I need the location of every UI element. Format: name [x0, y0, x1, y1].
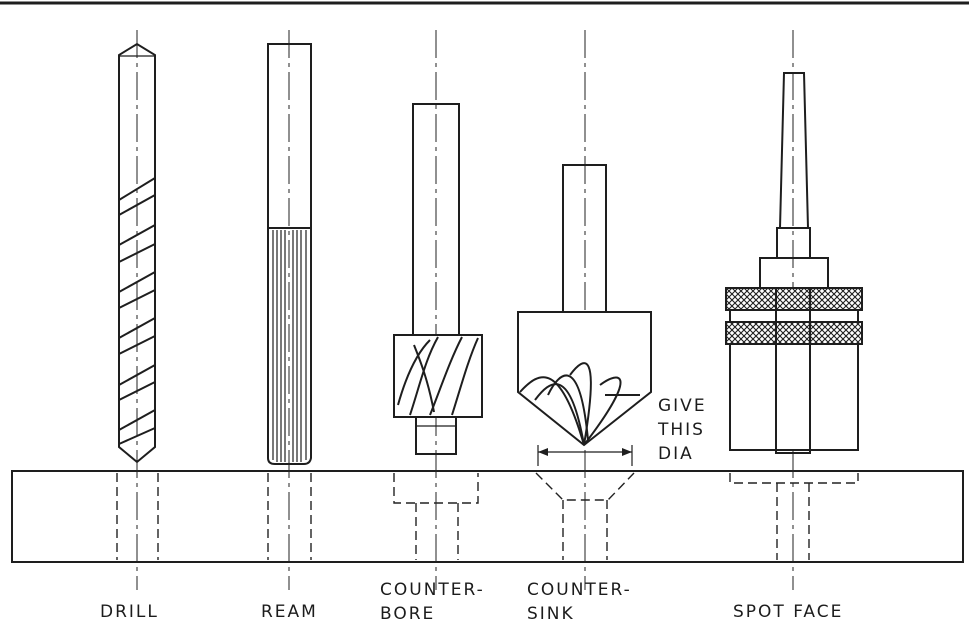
spot-face-tool	[725, 30, 863, 590]
countersink-tool	[517, 30, 652, 590]
drill-tool	[116, 30, 159, 590]
label-drill: DRILL	[100, 602, 159, 622]
label-countersink-line2: SINK	[527, 604, 575, 624]
workpiece-plate	[11, 470, 964, 563]
note-give: GIVE	[658, 396, 707, 416]
label-countersink-line1: COUNTER-	[527, 580, 632, 600]
counterbore-tool	[393, 30, 483, 590]
label-counterbore-line1: COUNTER-	[380, 580, 485, 600]
note-dia: DIA	[658, 444, 694, 464]
ream-tool	[267, 30, 312, 590]
note-this: THIS	[658, 420, 705, 440]
label-ream: REAM	[261, 602, 318, 622]
label-spot-face: SPOT FACE	[733, 602, 844, 622]
label-counterbore-line2: BORE	[380, 604, 436, 624]
